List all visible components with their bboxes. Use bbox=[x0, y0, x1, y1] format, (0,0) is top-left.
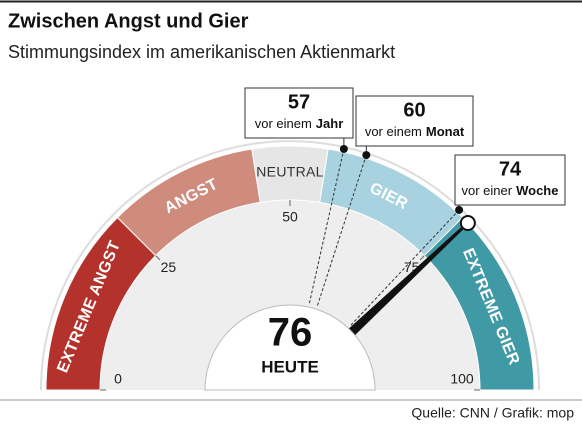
history-box bbox=[244, 87, 354, 139]
gauge-ring bbox=[40, 140, 540, 391]
zone-label: NEUTRAL bbox=[256, 164, 323, 180]
tick-label: 25 bbox=[161, 259, 177, 275]
history-prefix: vor einem bbox=[255, 116, 312, 131]
history-label: vor einem Jahr bbox=[255, 116, 344, 131]
history-value: 57 bbox=[288, 91, 310, 113]
history-period: Woche bbox=[516, 183, 558, 198]
history-label: vor einem Monat bbox=[365, 124, 465, 139]
history-prefix: vor einem bbox=[365, 124, 422, 139]
history-box bbox=[355, 95, 474, 147]
chart-title: Zwischen Angst und Gier bbox=[8, 10, 249, 32]
tick-label: 50 bbox=[282, 209, 298, 225]
tick-mark bbox=[419, 255, 425, 261]
tick-label: 0 bbox=[114, 371, 122, 387]
zone bbox=[423, 216, 535, 391]
history-line bbox=[308, 148, 345, 305]
history-value: 60 bbox=[403, 99, 425, 121]
history-prefix: vor einer bbox=[462, 183, 513, 198]
history-box bbox=[454, 154, 566, 206]
current-value: 76 bbox=[268, 311, 313, 355]
tick-label: 100 bbox=[450, 371, 474, 387]
history-dot bbox=[339, 144, 348, 153]
history-label: vor einer Woche bbox=[462, 183, 559, 198]
tick-mark bbox=[155, 255, 161, 261]
history-line bbox=[316, 154, 367, 307]
source: Quelle: CNN / Grafik: mop bbox=[411, 405, 574, 421]
history-dot bbox=[362, 151, 371, 160]
needle bbox=[330, 226, 464, 353]
history-value: 74 bbox=[499, 158, 522, 180]
chart-subtitle: Stimmungsindex im amerikanischen Aktienm… bbox=[8, 42, 395, 62]
current-label: HEUTE bbox=[261, 357, 319, 376]
history-period: Jahr bbox=[316, 116, 343, 131]
hub bbox=[204, 304, 376, 391]
needle-tip bbox=[459, 214, 476, 231]
history-line bbox=[349, 209, 460, 327]
history-dot bbox=[455, 205, 464, 214]
history-period: Monat bbox=[426, 124, 465, 139]
gauge-field bbox=[100, 200, 480, 390]
